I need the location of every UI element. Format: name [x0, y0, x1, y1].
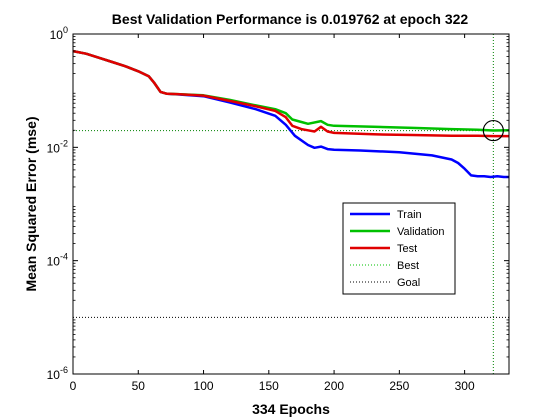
y-tick-label: 10-2 — [47, 138, 68, 155]
legend-label-validation: Validation — [397, 226, 445, 238]
x-tick-label: 0 — [70, 379, 77, 393]
legend-label-test: Test — [397, 243, 417, 255]
x-tick-label: 200 — [324, 379, 344, 393]
x-tick-label: 150 — [259, 379, 279, 393]
legend-label-goal: Goal — [397, 277, 420, 289]
y-tick-label: 10-4 — [47, 252, 68, 269]
series-layer — [72, 49, 510, 179]
x-axis-label: 334 Epochs — [252, 401, 330, 417]
x-axis-ticks: 0 50 100 150 200 250 300 — [70, 34, 475, 393]
y-tick-label: 100 — [50, 25, 68, 42]
chart-title: Best Validation Performance is 0.019762 … — [112, 11, 469, 27]
best-point-marker — [482, 119, 504, 142]
x-tick-label: 100 — [194, 379, 214, 393]
x-tick-label: 300 — [455, 379, 475, 393]
y-tick-label: 10-6 — [47, 365, 68, 382]
best-marker-layer — [482, 119, 504, 142]
series-test-line — [72, 49, 509, 138]
y-axis-ticks: 100 10-2 10-4 10-6 — [47, 25, 509, 382]
legend-label-best: Best — [397, 260, 419, 272]
y-axis-label: Mean Squared Error (mse) — [23, 116, 39, 291]
plot-frame — [72, 33, 510, 375]
legend-label-train: Train — [397, 209, 422, 221]
x-tick-label: 50 — [132, 379, 146, 393]
x-tick-label: 250 — [389, 379, 409, 393]
legend: Train Validation Test Best Goal — [342, 202, 456, 295]
reference-lines — [73, 34, 509, 374]
